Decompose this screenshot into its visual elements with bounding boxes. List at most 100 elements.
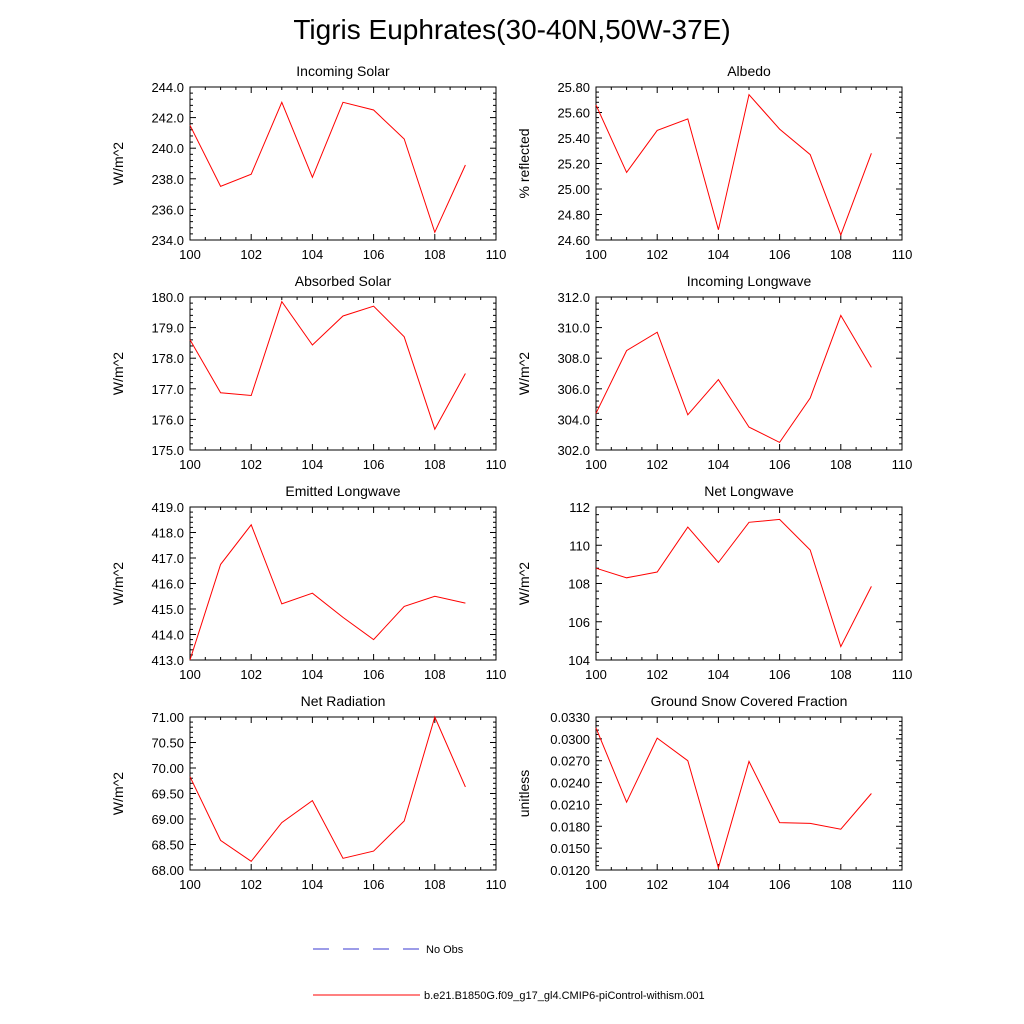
y-tick-label: 25.00 [557, 182, 590, 197]
x-tick-label: 104 [708, 457, 730, 472]
y-tick-label: 24.80 [557, 208, 590, 223]
x-tick-label: 110 [892, 457, 913, 472]
series-line [595, 93, 872, 237]
y-tick-label: 70.50 [151, 736, 184, 751]
x-tick-label: 108 [424, 877, 446, 892]
y-tick-label: 68.00 [151, 863, 184, 878]
y-tick-label: 234.0 [151, 233, 184, 248]
chart-panel: Net Longwave W/m^2 100 102 104 106 108 110 104 10… [516, 483, 912, 682]
y-axis-label: W/m^2 [110, 562, 126, 605]
y-tick-label: 0.0330 [550, 710, 590, 725]
y-tick-label: 413.0 [151, 653, 184, 668]
x-tick-label: 106 [769, 877, 791, 892]
x-tick-label: 102 [646, 667, 668, 682]
x-tick-label: 100 [585, 457, 607, 472]
plot-frame [189, 716, 497, 871]
x-tick-label: 100 [585, 667, 607, 682]
y-axis-label: W/m^2 [110, 142, 126, 185]
x-tick-label: 100 [585, 247, 607, 262]
y-tick-label: 25.80 [557, 80, 590, 95]
x-tick-label: 110 [892, 877, 913, 892]
y-tick-label: 24.60 [557, 233, 590, 248]
series-line [189, 300, 466, 431]
y-tick-label: 25.60 [557, 106, 590, 121]
plot-frame [189, 86, 497, 241]
legend-obs-label: No Obs [426, 944, 464, 956]
x-tick-label: 100 [179, 457, 201, 472]
y-tick-label: 240.0 [151, 141, 184, 156]
y-tick-label: 308.0 [557, 351, 590, 366]
x-tick-label: 102 [240, 457, 262, 472]
chart-title: Ground Snow Covered Fraction [651, 693, 848, 709]
y-tick-label: 419.0 [151, 500, 184, 515]
y-tick-label: 180.0 [151, 290, 184, 305]
x-tick-label: 106 [363, 667, 385, 682]
y-tick-label: 244.0 [151, 80, 184, 95]
x-tick-label: 110 [486, 457, 507, 472]
y-tick-label: 0.0210 [550, 797, 590, 812]
y-tick-label: 176.0 [151, 412, 184, 427]
y-tick-label: 418.0 [151, 526, 184, 541]
chart-title: Net Longwave [704, 483, 794, 499]
y-tick-label: 177.0 [151, 382, 184, 397]
y-tick-label: 106 [568, 615, 590, 630]
y-tick-label: 238.0 [151, 172, 184, 187]
y-tick-label: 312.0 [557, 290, 590, 305]
x-tick-label: 106 [363, 877, 385, 892]
chart-title: Incoming Solar [296, 63, 390, 79]
y-axis-label: W/m^2 [110, 352, 126, 395]
y-tick-label: 415.0 [151, 602, 184, 617]
plot-frame [595, 716, 903, 871]
x-tick-label: 106 [769, 247, 791, 262]
series-line [189, 523, 466, 661]
page-title: Tigris Euphrates(30-40N,50W-37E) [293, 14, 731, 45]
series-line [595, 727, 872, 870]
y-tick-label: 302.0 [557, 443, 590, 458]
y-axis-label: W/m^2 [516, 562, 532, 605]
plot-frame [595, 86, 903, 241]
x-tick-label: 106 [363, 457, 385, 472]
series-line [189, 101, 466, 234]
chart-panel: Ground Snow Covered Fraction unitless 100 1… [516, 693, 912, 892]
legend-model-label: b.e21.B1850G.f09_g17_gl4.CMIP6-piControl… [424, 990, 705, 1002]
chart-panel: Emitted Longwave W/m^2 100 102 104 106 108 110 4… [110, 483, 506, 682]
y-tick-label: 417.0 [151, 551, 184, 566]
series-line [595, 314, 872, 444]
x-tick-label: 108 [424, 457, 446, 472]
x-tick-label: 106 [769, 667, 791, 682]
y-tick-label: 0.0150 [550, 841, 590, 856]
x-tick-label: 104 [708, 247, 730, 262]
x-tick-label: 104 [302, 667, 324, 682]
chart-title: Emitted Longwave [285, 483, 400, 499]
y-tick-label: 68.50 [151, 838, 184, 853]
y-tick-label: 69.50 [151, 787, 184, 802]
plot-frame [189, 506, 497, 661]
plot-frame [595, 506, 903, 661]
y-tick-label: 178.0 [151, 351, 184, 366]
x-tick-label: 108 [830, 667, 852, 682]
x-tick-label: 104 [302, 457, 324, 472]
y-tick-label: 25.40 [557, 131, 590, 146]
y-tick-label: 0.0240 [550, 776, 590, 791]
chart-panel: Net Radiation W/m^2 100 102 104 106 108 110 68.0… [110, 693, 506, 892]
plot-frame [189, 296, 497, 451]
y-axis-label: % reflected [516, 128, 532, 198]
series-line [189, 715, 466, 862]
x-tick-label: 104 [302, 247, 324, 262]
x-tick-label: 100 [585, 877, 607, 892]
x-tick-label: 110 [486, 247, 507, 262]
x-tick-label: 108 [830, 877, 852, 892]
chart-panel: Incoming Solar W/m^2 100 102 104 106 108 110 234… [110, 63, 506, 262]
x-tick-label: 100 [179, 247, 201, 262]
y-tick-label: 242.0 [151, 111, 184, 126]
chart-title: Incoming Longwave [687, 273, 812, 289]
y-tick-label: 175.0 [151, 443, 184, 458]
y-tick-label: 304.0 [557, 412, 590, 427]
chart-panel: Incoming Longwave W/m^2 100 102 104 106 108 110… [516, 273, 912, 472]
x-tick-label: 104 [708, 877, 730, 892]
y-tick-label: 0.0300 [550, 732, 590, 747]
y-tick-label: 71.00 [151, 710, 184, 725]
x-tick-label: 102 [646, 457, 668, 472]
x-tick-label: 106 [769, 457, 791, 472]
